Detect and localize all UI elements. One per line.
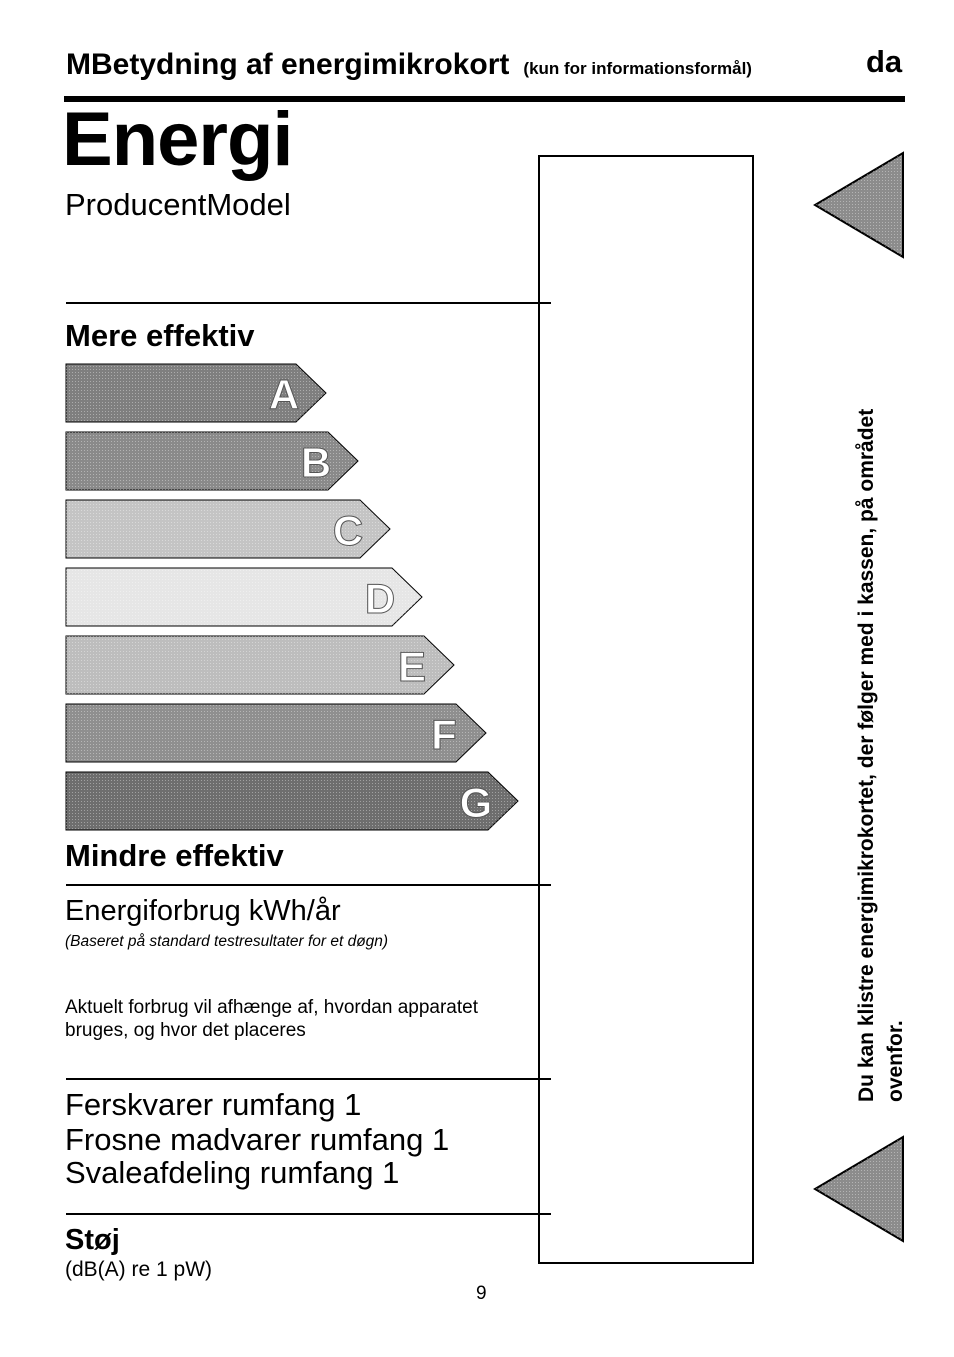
class-arrow-texture: [66, 636, 454, 694]
page-number: 9: [476, 1283, 487, 1304]
divider: [66, 1078, 551, 1080]
consumption-text: Aktuelt forbrug vil afhænge af, hvordan …: [65, 997, 478, 1041]
language-code: da: [866, 44, 903, 79]
consumption-note: (Baseret på standard testresultater for …: [65, 933, 389, 950]
class-letter-g: G: [460, 779, 493, 826]
noise-title: Støj: [65, 1224, 120, 1256]
sticker-area: [538, 155, 754, 1264]
class-letter-b: B: [301, 439, 331, 486]
class-arrow-texture: [66, 500, 390, 558]
sidebar-line-1: Du kan klistre energimikrokortet, der fø…: [855, 409, 878, 1102]
header-title: MBetydning af energimikrokort: [66, 48, 510, 81]
header-note: (kun for informationsformål): [523, 59, 752, 78]
class-arrow-texture: [66, 364, 326, 422]
fresh-volume: Ferskvarer rumfang 1: [65, 1087, 362, 1122]
class-letter-d: D: [365, 575, 395, 622]
triangle-texture: [815, 1137, 903, 1241]
label-title: Energi: [62, 97, 293, 182]
class-letter-c: C: [333, 507, 363, 554]
more-efficient-label: Mere effektiv: [65, 318, 255, 353]
class-arrow-texture: [66, 704, 486, 762]
class-letter-f: F: [431, 711, 457, 758]
consumption-title: Energiforbrug kWh/år: [65, 895, 341, 927]
frozen-volume: Frosne madvarer rumfang 1: [65, 1122, 450, 1157]
page-header: MBetydning af energimikrokort (kun for in…: [66, 48, 752, 82]
divider: [66, 1213, 551, 1215]
class-letter-e: E: [398, 643, 426, 690]
class-arrow-texture: [66, 432, 358, 490]
class-letter-a: A: [269, 371, 299, 418]
noise-unit: (dB(A) re 1 pW): [65, 1258, 213, 1281]
class-arrow-texture: [66, 568, 422, 626]
triangle-texture: [815, 153, 903, 257]
divider: [66, 302, 551, 304]
chill-volume: Svaleafdeling rumfang 1: [65, 1155, 400, 1190]
class-arrow-texture: [66, 772, 518, 830]
less-efficient-label: Mindre effektiv: [65, 838, 284, 873]
sidebar-line-2: ovenfor.: [884, 1020, 907, 1102]
header-rule: [64, 96, 905, 102]
divider: [66, 884, 551, 886]
producer-model: ProducentModel: [65, 187, 291, 222]
